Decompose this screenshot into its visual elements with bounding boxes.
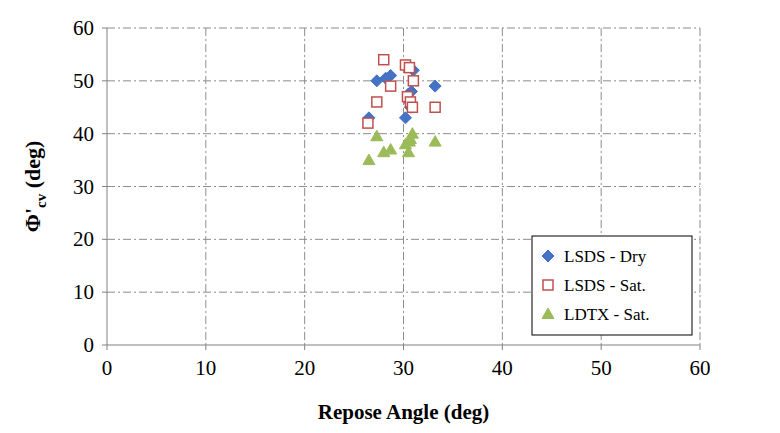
x-tick: [601, 345, 602, 350]
y-tick: [102, 239, 107, 240]
point: [406, 128, 418, 139]
series: [363, 128, 441, 165]
legend-label: LSDS - Dry: [564, 247, 647, 266]
y-grid-line: [107, 133, 700, 134]
series: [363, 55, 440, 128]
x-tick-label: 60: [690, 356, 711, 380]
y-grid-line: [107, 80, 700, 81]
chart: 0 10 20 30 40 50 60 0 10 20 30 40 50 60 Repose Angle (…: [0, 0, 780, 433]
x-tick: [700, 345, 701, 350]
y-tick: [102, 186, 107, 187]
point: [371, 130, 383, 141]
point: [429, 136, 441, 147]
point: [429, 80, 441, 92]
legend-label: LDTX - Sat.: [564, 305, 649, 324]
x-grid-line: [403, 28, 404, 345]
legend-label: LSDS - Sat.: [564, 276, 646, 295]
point: [404, 63, 414, 73]
point: [363, 118, 373, 128]
y-tick-label: 0: [84, 333, 95, 357]
x-axis-title: Repose Angle (deg): [318, 400, 490, 424]
x-tick: [205, 345, 206, 350]
y-tick-label: 20: [73, 227, 94, 251]
x-tick: [304, 345, 305, 350]
legend: LSDS - Dry LSDS - Sat. LDTX - Sat.: [532, 236, 692, 335]
x-tick: [107, 345, 108, 350]
y-tick: [102, 28, 107, 29]
y-tick-label: 40: [73, 122, 94, 146]
point: [386, 81, 396, 91]
point: [372, 97, 382, 107]
x-tick-label: 30: [393, 356, 414, 380]
y-grid-line: [107, 186, 700, 187]
point: [385, 144, 397, 155]
y-axis-title: Φ'cv (deg): [20, 141, 49, 233]
x-tick: [403, 345, 404, 350]
x-tick-label: 10: [195, 356, 216, 380]
y-tick: [102, 133, 107, 134]
point: [402, 146, 414, 157]
y-tick: [102, 345, 107, 346]
point: [403, 136, 415, 147]
y-grid-line: [107, 28, 700, 29]
legend-marker: [543, 280, 553, 290]
legend-marker: [542, 308, 554, 319]
points: [363, 55, 441, 165]
x-tick-label: 20: [294, 356, 315, 380]
point: [407, 102, 417, 112]
y-tick-label: 30: [73, 175, 94, 199]
y-tick: [102, 292, 107, 293]
legend-box: [532, 236, 692, 335]
legend-marker: [542, 250, 554, 262]
y-tick-label: 10: [73, 280, 94, 304]
x-tick-label: 50: [591, 356, 612, 380]
point: [363, 154, 375, 165]
y-tick-label: 60: [73, 16, 94, 40]
background: [0, 0, 780, 433]
x-tick-label: 40: [492, 356, 513, 380]
y-tick: [102, 80, 107, 81]
point: [399, 112, 411, 124]
point: [430, 102, 440, 112]
y-tick-label: 50: [73, 69, 94, 93]
series: [363, 64, 441, 124]
point: [385, 70, 397, 82]
point: [408, 76, 418, 86]
x-tick: [502, 345, 503, 350]
x-tick-label: 0: [102, 356, 113, 380]
grid: [107, 28, 700, 345]
point: [379, 55, 389, 65]
